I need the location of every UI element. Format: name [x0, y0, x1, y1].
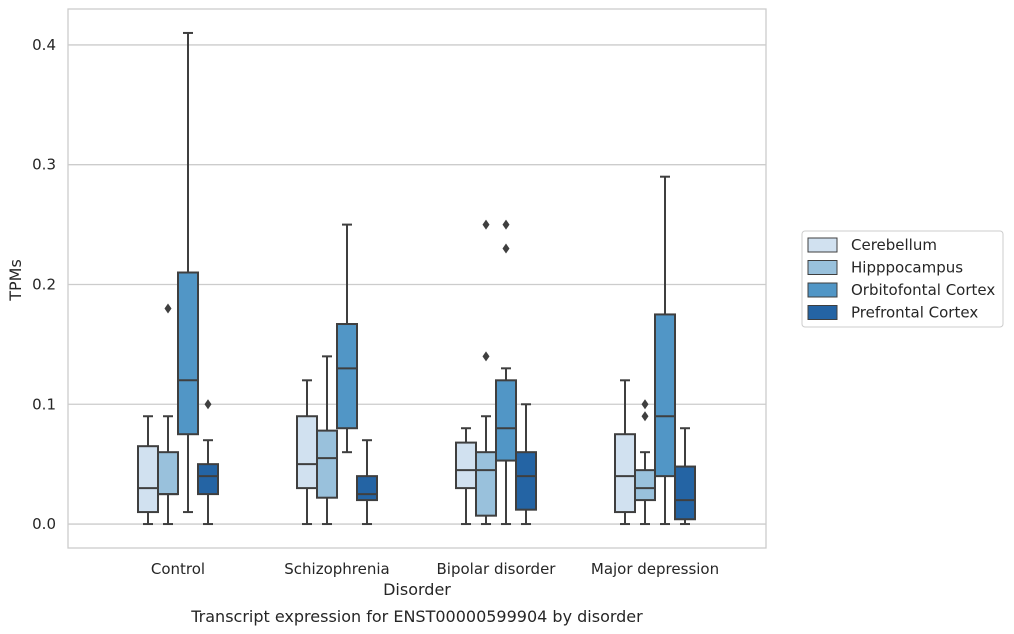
outlier-point [204, 399, 212, 410]
outlier-point [164, 303, 172, 314]
y-tick-label: 0.1 [32, 395, 56, 413]
box-iqr [634, 469, 656, 502]
x-tick-labels: Control Schizophrenia Bipolar disorder Majo… [151, 560, 719, 578]
legend-frame [801, 230, 1004, 328]
box-iqr [296, 415, 318, 490]
y-tick-labels: 0.0 0.1 0.2 0.3 0.4 [32, 36, 56, 533]
box-groups [137, 31, 696, 526]
box-orbitofontal-cortex [495, 219, 517, 526]
box-iqr [336, 323, 358, 430]
box-iqr [157, 451, 179, 496]
box-hipppocampus [316, 355, 338, 526]
y-tick-label: 0.0 [32, 515, 56, 533]
box-cerebellum [455, 427, 477, 526]
box-hipppocampus [634, 399, 656, 526]
box-iqr [674, 465, 696, 521]
legend: Cerebellum Hipppocampus Orbitofontal Corte… [801, 230, 1004, 328]
box-prefrontal-cortex [197, 399, 219, 526]
legend-label: Orbitofontal Cortex [851, 281, 995, 299]
box-prefrontal-cortex [515, 403, 537, 526]
chart-caption: Transcript expression for ENST0000059990… [190, 607, 643, 626]
legend-label: Cerebellum [851, 236, 937, 254]
outlier-point [482, 351, 490, 362]
box-prefrontal-cortex [356, 439, 378, 526]
box-orbitofontal-cortex [336, 223, 358, 454]
box-cerebellum [137, 415, 159, 526]
x-tick-label: Major depression [591, 560, 719, 578]
box-iqr [475, 451, 497, 517]
box-iqr [197, 463, 219, 496]
box-iqr [137, 445, 159, 514]
outlier-point [641, 399, 649, 410]
box-hipppocampus [157, 303, 179, 526]
box-iqr [515, 451, 537, 511]
x-axis-label: Disorder [383, 580, 451, 599]
box-iqr [455, 441, 477, 490]
plot-frame [67, 8, 767, 549]
x-tick-label: Control [151, 560, 205, 578]
box-iqr [495, 379, 517, 462]
legend-label: Hipppocampus [851, 259, 963, 277]
box-orbitofontal-cortex [654, 175, 676, 526]
y-tick-label: 0.4 [32, 36, 56, 54]
box-cerebellum [614, 379, 636, 526]
y-axis-label: TPMs [6, 259, 25, 302]
outlier-point [482, 219, 490, 230]
box-iqr [356, 475, 378, 502]
x-tick-label: Bipolar disorder [437, 560, 557, 578]
box-cerebellum [296, 379, 318, 526]
legend-swatch [807, 237, 838, 253]
y-tick-label: 0.3 [32, 156, 56, 174]
box-iqr [614, 433, 636, 514]
outlier-point [641, 411, 649, 422]
y-tick-label: 0.2 [32, 275, 56, 293]
x-tick-label: Schizophrenia [284, 560, 389, 578]
legend-swatch [807, 260, 838, 275]
box-iqr [316, 429, 338, 499]
legend-swatch [807, 305, 838, 320]
box-hipppocampus [475, 219, 497, 526]
box-iqr [654, 313, 676, 478]
outlier-point [502, 219, 510, 230]
box-prefrontal-cortex [674, 427, 696, 526]
box-orbitofontal-cortex [177, 31, 199, 514]
box-iqr [177, 271, 199, 436]
legend-swatch [807, 282, 838, 298]
outlier-point [502, 243, 510, 254]
legend-label: Prefrontal Cortex [851, 304, 978, 322]
